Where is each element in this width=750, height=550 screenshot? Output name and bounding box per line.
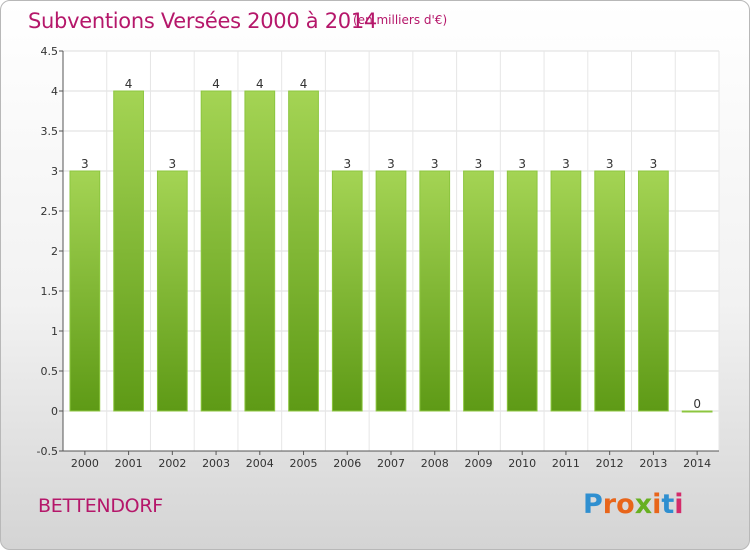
x-tick-label: 2009 <box>464 457 492 470</box>
data-label: 3 <box>606 157 614 171</box>
bar <box>681 410 713 413</box>
bar <box>638 170 669 412</box>
bars-group <box>69 90 713 413</box>
bar <box>594 170 626 412</box>
x-tick-label: 2002 <box>158 457 186 470</box>
y-tick-label: 2 <box>51 245 58 258</box>
bar <box>200 90 232 412</box>
data-label: 3 <box>343 157 351 171</box>
labels-group: 3 4 3 4 4 4 3 3 3 3 3 3 3 3 0 <box>81 77 701 411</box>
bar <box>69 170 101 412</box>
data-label: 3 <box>81 157 89 171</box>
x-tick-label: 2010 <box>508 457 536 470</box>
chart-title: Subventions Versées 2000 à 2014 <box>28 9 377 33</box>
bar <box>113 90 144 412</box>
logo-letter: P <box>583 489 603 520</box>
x-tick-label: 2007 <box>377 457 405 470</box>
x-tick-label: 2008 <box>421 457 449 470</box>
logo-letter: t <box>661 489 675 520</box>
logo-letter: o <box>616 489 635 520</box>
y-tick-label: 4 <box>51 85 58 98</box>
logo-letter: x <box>634 489 653 520</box>
y-tick-label: 0.5 <box>41 365 59 378</box>
logo-letter: i <box>674 489 684 520</box>
commune-name: BETTENDORF <box>38 495 163 517</box>
logo-letter: r <box>602 489 617 520</box>
x-tick-label: 2005 <box>290 457 318 470</box>
x-tick-label: 2000 <box>71 457 99 470</box>
axes: -0.5 0 0.5 1 1.5 2 2.5 3 3.5 4 4.5 2000 2001 2002 2003… <box>37 45 719 470</box>
bar <box>419 170 451 412</box>
y-tick-label: 1 <box>51 325 58 338</box>
x-tick-label: 2014 <box>683 457 711 470</box>
x-tick-label: 2001 <box>115 457 143 470</box>
x-tick-label: 2011 <box>552 457 580 470</box>
bar <box>156 170 188 412</box>
data-label: 0 <box>693 397 701 411</box>
bar <box>463 170 494 412</box>
data-label: 3 <box>431 157 439 171</box>
logo-letter: i <box>652 489 662 520</box>
x-tick-label: 2006 <box>333 457 361 470</box>
bar <box>288 90 319 412</box>
proxiti-logo[interactable]: Proxiti <box>583 489 684 520</box>
bar <box>331 170 363 412</box>
data-label: 4 <box>125 77 133 91</box>
y-tick-label: 2.5 <box>41 205 59 218</box>
data-label: 3 <box>562 157 570 171</box>
data-label: 4 <box>212 77 220 91</box>
data-label: 4 <box>256 77 264 91</box>
bar <box>550 170 582 412</box>
bar <box>244 90 276 412</box>
x-tick-label: 2004 <box>246 457 274 470</box>
x-tick-label: 2003 <box>202 457 230 470</box>
data-label: 3 <box>475 157 483 171</box>
y-tick-label: -0.5 <box>37 445 58 458</box>
y-tick-label: 3.5 <box>41 125 59 138</box>
x-tick-label: 2013 <box>639 457 667 470</box>
data-label: 3 <box>650 157 658 171</box>
y-tick-label: 4.5 <box>41 45 59 58</box>
bar <box>506 170 538 412</box>
data-label: 3 <box>387 157 395 171</box>
x-tick-label: 2012 <box>596 457 624 470</box>
y-tick-label: 1.5 <box>41 285 59 298</box>
bar <box>375 170 407 412</box>
data-label: 3 <box>169 157 177 171</box>
y-tick-label: 0 <box>51 405 58 418</box>
y-tick-label: 3 <box>51 165 58 178</box>
data-label: 4 <box>300 77 308 91</box>
chart-unit-label: (en milliers d'€) <box>353 13 448 27</box>
data-label: 3 <box>518 157 526 171</box>
